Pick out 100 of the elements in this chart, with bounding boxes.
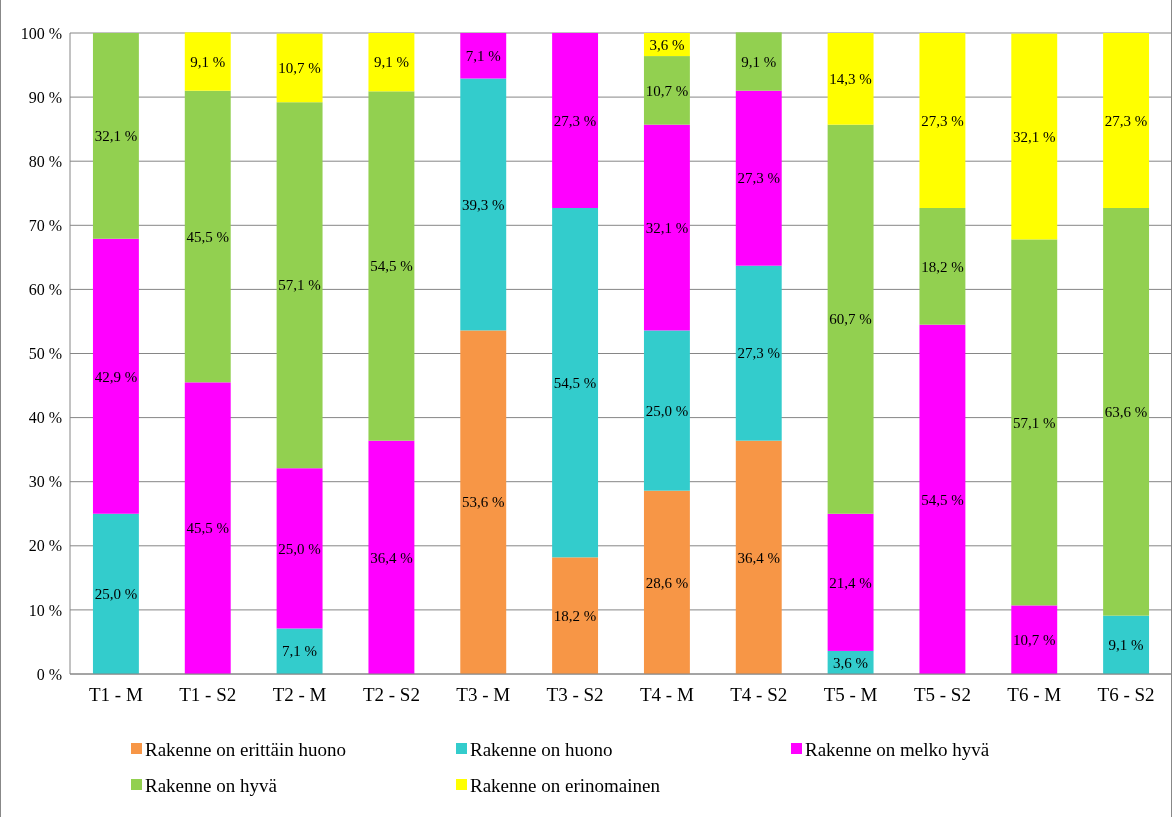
bar xyxy=(919,207,966,325)
data-label: 36,4 % xyxy=(370,549,413,566)
x-tick-label: T5 - M xyxy=(823,684,878,705)
y-tick-label: 60 % xyxy=(28,281,62,298)
data-label: 9,1 % xyxy=(190,53,226,70)
data-label: 27,3 % xyxy=(737,170,780,187)
x-tick-label: T4 - S2 xyxy=(730,684,788,705)
data-label: 10,7 % xyxy=(645,82,689,99)
bar xyxy=(92,238,139,514)
data-label: 39,3 % xyxy=(462,196,505,213)
y-tick-label: 0 % xyxy=(36,665,62,683)
bar xyxy=(1011,33,1058,240)
bar xyxy=(460,78,507,331)
data-label: 36,4 % xyxy=(737,549,780,566)
data-label: 7,1 % xyxy=(465,48,501,65)
bar xyxy=(552,207,599,558)
x-tick-label: T4 - M xyxy=(640,684,694,705)
data-label: 27,3 % xyxy=(1104,112,1148,129)
x-tick-label: T3 - S2 xyxy=(546,684,604,705)
x-tick-label: T2 - S2 xyxy=(362,684,420,705)
bar xyxy=(92,513,139,674)
data-label: 25,0 % xyxy=(94,586,138,603)
bar xyxy=(643,124,690,331)
x-tick-label: T5 - S2 xyxy=(913,684,971,705)
bar xyxy=(735,90,782,266)
bar xyxy=(827,513,874,651)
data-label: 18,2 % xyxy=(553,607,597,624)
data-label: 3,6 % xyxy=(649,36,685,53)
data-label: 3,6 % xyxy=(833,654,869,671)
bar xyxy=(184,382,231,674)
bar xyxy=(735,440,782,674)
bar xyxy=(643,330,690,491)
bar xyxy=(1103,207,1150,616)
data-label: 32,1 % xyxy=(1013,128,1056,145)
data-label: 27,3 % xyxy=(737,345,780,362)
bar xyxy=(276,468,323,629)
bar xyxy=(552,557,599,674)
data-label: 45,5 % xyxy=(186,228,229,245)
bar xyxy=(276,628,323,674)
y-tick-label: 40 % xyxy=(28,409,62,427)
data-label: 7,1 % xyxy=(282,643,318,660)
data-label: 10,7 % xyxy=(1013,631,1056,648)
legend-label: Rakenne on erinomainen xyxy=(470,774,661,796)
x-tick-label: T1 - S2 xyxy=(179,684,237,705)
data-label: 9,1 % xyxy=(1108,637,1144,654)
data-label: 9,1 % xyxy=(741,53,777,70)
bar xyxy=(827,124,874,514)
bar xyxy=(460,33,507,79)
y-tick-label: 70 % xyxy=(28,216,62,234)
bar xyxy=(919,33,966,208)
data-label: 25,0 % xyxy=(278,540,321,557)
data-label: 53,6 % xyxy=(462,494,505,511)
data-label: 54,5 % xyxy=(553,374,597,391)
data-label: 27,3 % xyxy=(553,112,597,129)
legend-label: Rakenne on huono xyxy=(470,738,613,760)
y-tick-label: 100 % xyxy=(20,24,62,42)
bar xyxy=(276,102,323,469)
y-tick-label: 30 % xyxy=(28,473,62,491)
bar xyxy=(919,324,966,674)
data-label: 25,0 % xyxy=(645,402,689,419)
data-label: 32,1 % xyxy=(94,128,138,145)
data-label: 21,4 % xyxy=(829,574,872,591)
data-label: 54,5 % xyxy=(370,258,413,275)
y-tick-label: 50 % xyxy=(28,345,62,363)
bar xyxy=(827,33,874,125)
x-tick-label: T6 - M xyxy=(1007,684,1062,705)
data-label: 27,3 % xyxy=(921,112,964,129)
y-tick-label: 20 % xyxy=(28,537,62,555)
data-label: 32,1 % xyxy=(645,219,689,236)
data-label: 18,2 % xyxy=(921,258,964,275)
data-label: 57,1 % xyxy=(278,277,321,294)
data-label: 45,5 % xyxy=(186,520,229,537)
bar xyxy=(184,90,231,383)
x-tick-label: T3 - M xyxy=(456,684,511,705)
bar xyxy=(368,440,415,674)
x-tick-label: T1 - M xyxy=(89,684,143,705)
data-label: 9,1 % xyxy=(373,54,409,71)
y-tick-label: 90 % xyxy=(28,88,62,106)
data-label: 14,3 % xyxy=(829,71,872,88)
y-tick-label: 80 % xyxy=(28,152,62,170)
bar xyxy=(1103,33,1150,208)
bar xyxy=(1011,605,1058,674)
data-label: 60,7 % xyxy=(829,311,872,328)
bar xyxy=(92,33,139,239)
y-tick-label: 10 % xyxy=(28,601,62,619)
x-tick-label: T2 - M xyxy=(272,684,327,705)
bar xyxy=(552,33,599,208)
bar xyxy=(735,32,782,91)
bar xyxy=(1011,239,1058,606)
data-label: 63,6 % xyxy=(1104,404,1148,421)
data-label: 42,9 % xyxy=(94,368,138,385)
legend-label: Rakenne on hyvä xyxy=(145,774,278,796)
bar xyxy=(276,33,323,103)
legend-label: Rakenne on melko hyvä xyxy=(805,738,990,760)
legend-label: Rakenne on erittäin huono xyxy=(145,738,347,760)
bar xyxy=(184,32,231,91)
data-label: 10,7 % xyxy=(278,60,321,77)
bar xyxy=(1103,615,1150,674)
bar xyxy=(460,330,507,674)
bar xyxy=(368,91,415,441)
